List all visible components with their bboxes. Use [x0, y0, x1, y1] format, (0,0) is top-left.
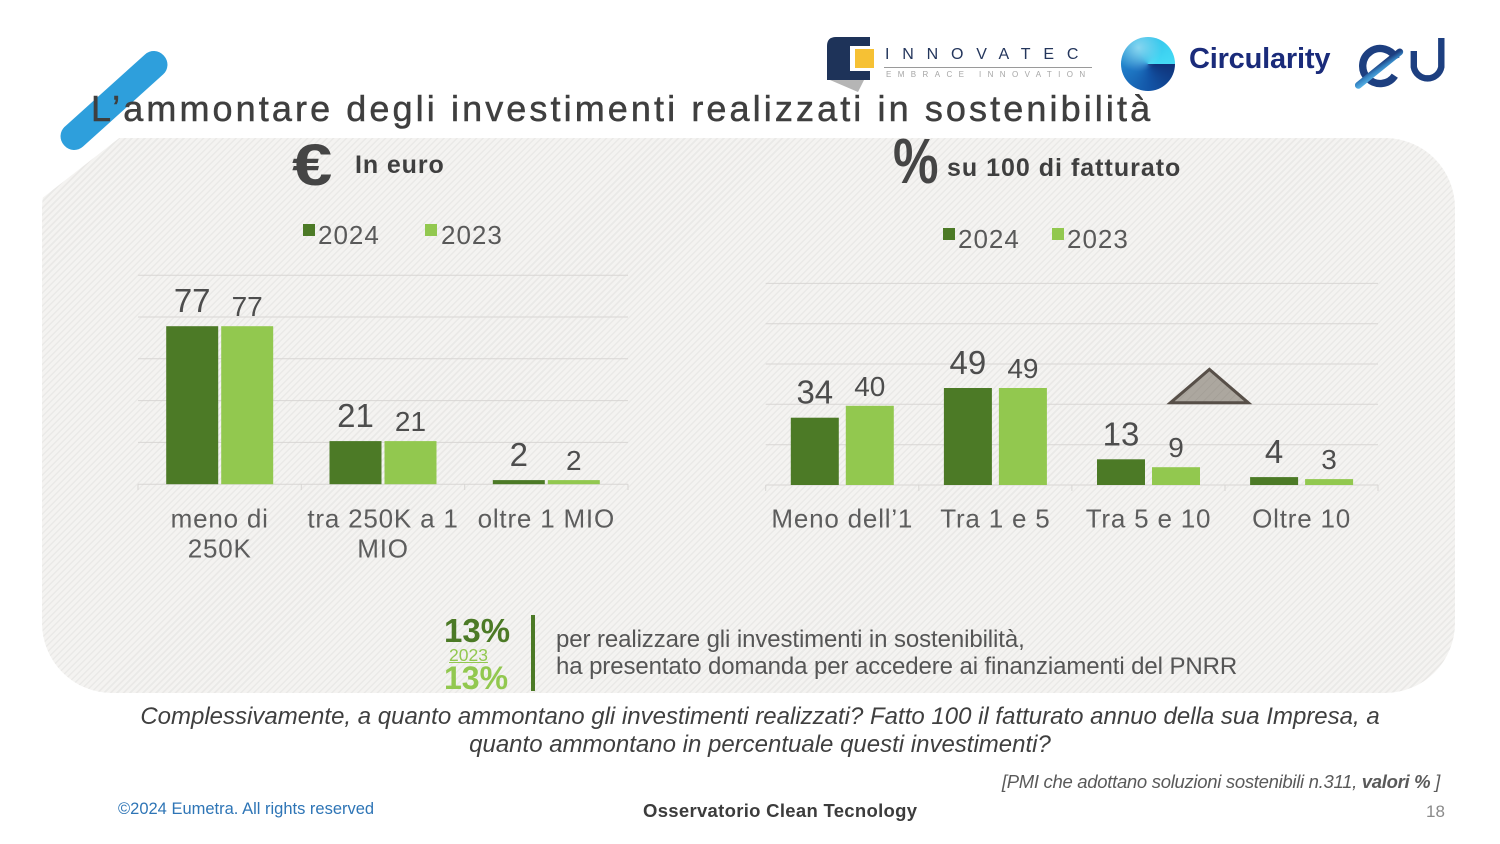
- svg-text:Tra 1 e 5: Tra 1 e 5: [940, 504, 1050, 534]
- svg-text:2: 2: [510, 436, 528, 473]
- svg-text:tra 250K a 1: tra 250K a 1: [307, 504, 458, 534]
- svg-text:49: 49: [1007, 353, 1038, 384]
- svg-text:40: 40: [854, 371, 885, 402]
- svg-text:21: 21: [395, 406, 426, 437]
- svg-text:77: 77: [174, 282, 211, 319]
- svg-text:Oltre 10: Oltre 10: [1252, 504, 1351, 534]
- svg-text:9: 9: [1168, 432, 1184, 463]
- svg-text:49: 49: [950, 344, 987, 381]
- svg-text:2: 2: [566, 445, 582, 476]
- svg-text:Tra 5 e 10: Tra 5 e 10: [1086, 504, 1212, 534]
- svg-text:Meno dell’1: Meno dell’1: [771, 504, 913, 534]
- svg-text:34: 34: [796, 374, 833, 411]
- svg-text:oltre 1 MIO: oltre 1 MIO: [478, 504, 615, 534]
- svg-text:13: 13: [1103, 415, 1140, 452]
- svg-text:meno di: meno di: [171, 504, 269, 534]
- svg-text:4: 4: [1265, 433, 1283, 470]
- svg-text:21: 21: [337, 397, 374, 434]
- svg-text:77: 77: [232, 291, 263, 322]
- svg-text:3: 3: [1321, 444, 1337, 475]
- svg-text:250K: 250K: [188, 534, 252, 564]
- svg-text:MIO: MIO: [357, 534, 409, 564]
